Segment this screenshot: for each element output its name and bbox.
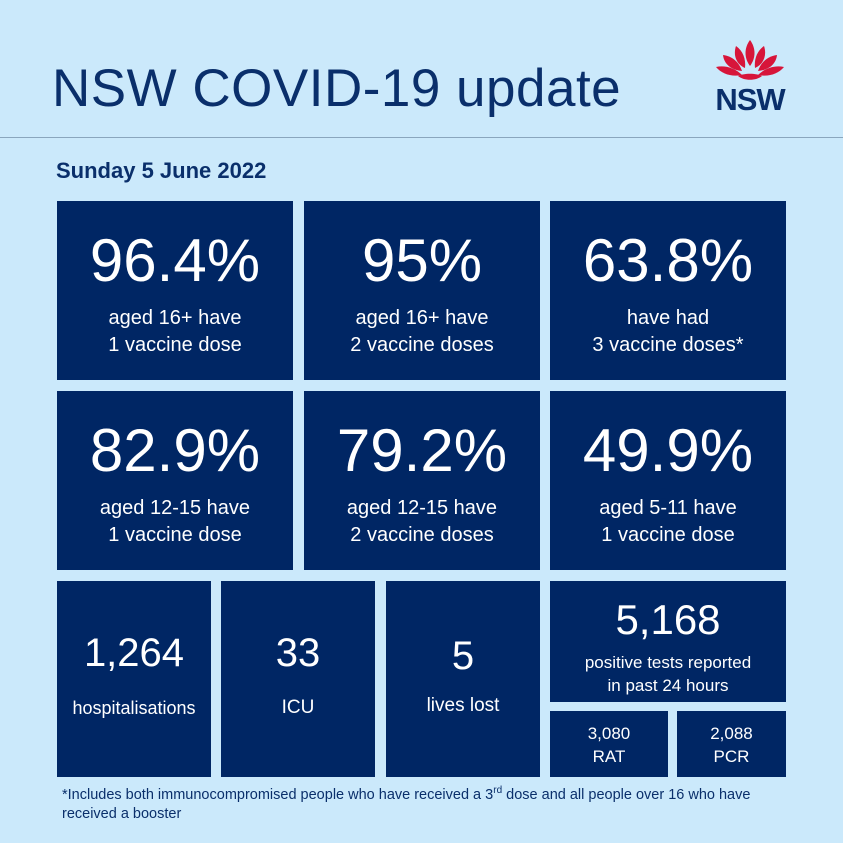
rat-tile: 3,080 RAT — [550, 711, 668, 777]
stat-value: 95% — [361, 227, 483, 294]
stat-label: lives lost — [426, 695, 500, 716]
stat-label: aged 12-15 have — [99, 497, 251, 519]
stat-label: 2 vaccine doses — [350, 524, 494, 546]
hospitalisations-tile: 1,264 hospitalisations — [57, 581, 211, 777]
stat-label: positive tests reported — [584, 653, 752, 672]
page-title: NSW COVID-19 update — [52, 59, 622, 118]
stat-label: aged 16+ have — [108, 307, 242, 329]
stat-value: 82.9% — [89, 417, 261, 484]
waratah-flower-icon — [716, 40, 784, 80]
stat-value: 49.9% — [582, 417, 754, 484]
nsw-logo-text: NSW — [715, 82, 785, 117]
stat-label: aged 5-11 have — [599, 497, 737, 519]
vaccine-tile-dose3: 63.8% have had 3 vaccine doses* — [550, 201, 786, 380]
stat-value: 33 — [275, 631, 321, 675]
header: NSW COVID-19 update NSW — [0, 0, 843, 138]
stat-label: in past 24 hours — [607, 676, 729, 695]
vaccine-tile-5to11-dose1: 49.9% aged 5-11 have 1 vaccine dose — [550, 391, 786, 570]
stat-label: 1 vaccine dose — [601, 524, 735, 546]
stat-value: 2,088 — [710, 724, 753, 743]
stat-label: hospitalisations — [72, 698, 196, 718]
stat-label: 1 vaccine dose — [108, 524, 242, 546]
stat-label: 1 vaccine dose — [108, 334, 242, 356]
vaccine-tile-16plus-dose2: 95% aged 16+ have 2 vaccine doses — [304, 201, 540, 380]
stat-label: 3 vaccine doses* — [592, 334, 744, 356]
vaccine-tile-12to15-dose1: 82.9% aged 12-15 have 1 vaccine dose — [57, 391, 293, 570]
stat-value: 96.4% — [89, 227, 261, 294]
footnote-text: *Includes both immunocompromised people … — [62, 787, 494, 803]
stat-value: 1,264 — [83, 631, 185, 675]
icu-tile: 33 ICU — [221, 581, 375, 777]
stat-label: RAT — [592, 747, 626, 766]
report-date: Sunday 5 June 2022 — [56, 158, 267, 183]
stat-label: aged 12-15 have — [346, 497, 498, 519]
stat-label: PCR — [713, 747, 750, 766]
stat-value: 79.2% — [336, 417, 508, 484]
footnote-text: dose and all people over 16 who have rec… — [62, 787, 751, 822]
stat-value: 63.8% — [582, 227, 754, 294]
stat-label: ICU — [281, 697, 315, 718]
footnote: *Includes both immunocompromised people … — [62, 786, 802, 824]
nsw-logo: NSW — [708, 38, 792, 118]
vaccine-tile-16plus-dose1: 96.4% aged 16+ have 1 vaccine dose — [57, 201, 293, 380]
footnote-superscript: rd — [493, 785, 503, 796]
stat-value: 3,080 — [587, 724, 631, 743]
positive-tests-tile: 5,168 positive tests reported in past 24… — [550, 581, 786, 702]
stat-label: 2 vaccine doses — [350, 334, 494, 356]
lives-lost-tile: 5 lives lost — [386, 581, 540, 777]
stat-label: aged 16+ have — [355, 307, 489, 329]
stat-value: 5 — [451, 634, 475, 678]
pcr-tile: 2,088 PCR — [677, 711, 786, 777]
stat-label: have had — [626, 307, 710, 329]
vaccine-tile-12to15-dose2: 79.2% aged 12-15 have 2 vaccine doses — [304, 391, 540, 570]
stat-value: 5,168 — [615, 596, 721, 643]
